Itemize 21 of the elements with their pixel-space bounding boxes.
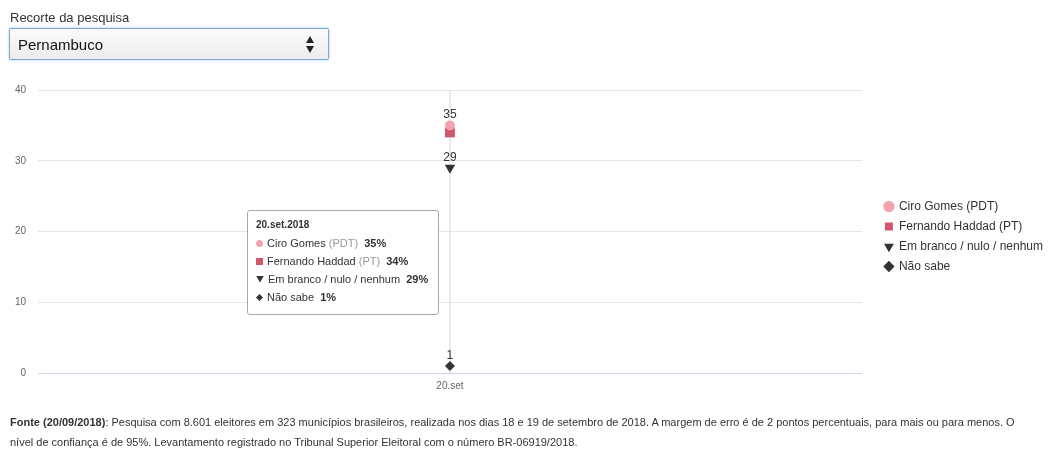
data-label: 35 (443, 107, 457, 122)
x-tick-label: 20.set (436, 379, 464, 391)
dropdown: Pernambuco (9, 28, 329, 60)
legend-label: Não sabe (898, 258, 951, 273)
source-note: Fonte (20/09/2018): Pesquisa com 8.601 eleitores em 323 municípios brasileiros, realizada nos dias 18 e 19 de setembro de 2018. A margem de erro é de 2 pontos percentuais, para mais ou para menos. O nível de confiança é de 95%. Levantamento registrado no Tribunal Superior Eleitoral com o número BR-06919/2018. (10, 415, 1016, 450)
legend-label: Em branco / nulo / nenhum (898, 238, 1044, 253)
y-tick-label: 0 (20, 366, 27, 378)
annotation: Fernando Haddad (PT) 34% (267, 254, 409, 269)
annotation: Não sabe 1% (267, 290, 337, 305)
text: Recorte da pesquisa (10, 10, 130, 25)
y-tick-label: 10 (14, 296, 27, 307)
y-tick-label: 20 (14, 225, 27, 237)
annotation: 20.set.2018 (256, 219, 311, 230)
y-tick-label: 30 (14, 154, 27, 166)
legend-label: Fernando Haddad (PT) (898, 218, 1023, 233)
data-label: 29 (443, 149, 457, 164)
legend-label: Ciro Gomes (PDT) (898, 198, 999, 213)
y-tick-label: 40 (14, 83, 27, 95)
data-label: 1 (446, 347, 454, 362)
annotation: Em branco / nulo / nenhum 29% (268, 272, 429, 287)
annotation: Ciro Gomes (PDT) 35% (267, 236, 387, 251)
